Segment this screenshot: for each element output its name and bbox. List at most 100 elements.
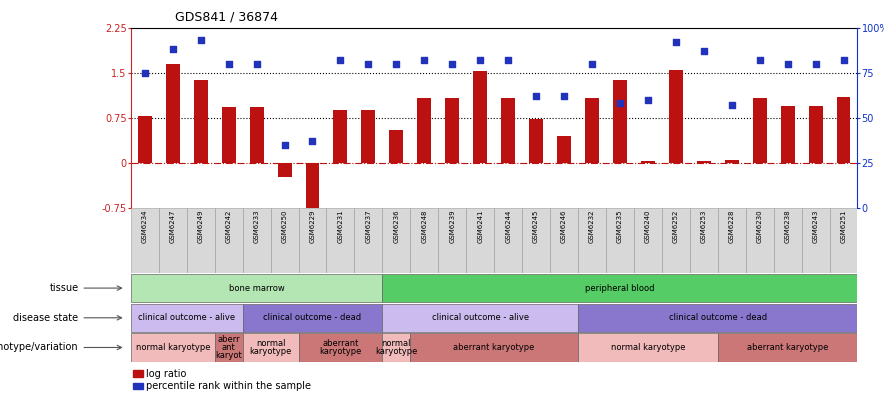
Text: clinical outcome - alive: clinical outcome - alive bbox=[138, 313, 235, 322]
Point bbox=[473, 57, 487, 63]
Text: clinical outcome - dead: clinical outcome - dead bbox=[263, 313, 362, 322]
Text: GSM6229: GSM6229 bbox=[309, 210, 316, 244]
Text: bone marrow: bone marrow bbox=[229, 284, 285, 293]
Bar bbox=[836, 97, 850, 163]
Bar bbox=[299, 208, 326, 273]
Point bbox=[781, 61, 795, 67]
Bar bbox=[131, 304, 242, 332]
Text: aberrant karyotype: aberrant karyotype bbox=[453, 343, 535, 352]
Point bbox=[417, 57, 431, 63]
Text: GSM6252: GSM6252 bbox=[673, 210, 679, 243]
Bar bbox=[530, 119, 543, 163]
Point bbox=[278, 142, 292, 148]
Text: GSM6253: GSM6253 bbox=[701, 210, 707, 244]
Text: GSM6243: GSM6243 bbox=[812, 210, 819, 244]
Bar bbox=[410, 208, 438, 273]
Text: GSM6249: GSM6249 bbox=[198, 210, 203, 244]
Text: aberr
ant
karyot: aberr ant karyot bbox=[216, 335, 242, 360]
Text: normal karyotype: normal karyotype bbox=[135, 343, 210, 352]
Bar bbox=[578, 304, 857, 332]
Text: GSM6239: GSM6239 bbox=[449, 210, 455, 244]
Bar bbox=[383, 274, 857, 303]
Text: GSM6234: GSM6234 bbox=[141, 210, 148, 244]
Text: aberrant karyotype: aberrant karyotype bbox=[747, 343, 828, 352]
Text: normal
karyotype: normal karyotype bbox=[249, 339, 292, 356]
Point bbox=[501, 57, 515, 63]
Text: tissue: tissue bbox=[50, 283, 122, 293]
Bar bbox=[781, 106, 795, 163]
Bar bbox=[242, 208, 271, 273]
Text: GSM6233: GSM6233 bbox=[254, 210, 260, 244]
Bar bbox=[634, 208, 662, 273]
Bar bbox=[215, 208, 242, 273]
Point bbox=[165, 46, 179, 53]
Bar bbox=[249, 107, 263, 163]
Bar bbox=[466, 208, 494, 273]
Bar bbox=[494, 208, 522, 273]
Bar bbox=[306, 163, 319, 210]
Bar bbox=[752, 98, 766, 163]
Text: GSM6246: GSM6246 bbox=[561, 210, 567, 244]
Bar bbox=[669, 70, 682, 163]
Bar bbox=[131, 274, 383, 303]
Bar bbox=[242, 333, 299, 362]
Bar bbox=[187, 208, 215, 273]
Bar bbox=[362, 110, 376, 163]
Text: log ratio: log ratio bbox=[146, 369, 186, 379]
Bar bbox=[242, 304, 383, 332]
Bar bbox=[326, 208, 354, 273]
Bar bbox=[501, 98, 515, 163]
Point bbox=[389, 61, 403, 67]
Text: GSM6251: GSM6251 bbox=[841, 210, 847, 244]
Text: percentile rank within the sample: percentile rank within the sample bbox=[146, 381, 310, 391]
Point bbox=[725, 102, 739, 109]
Bar bbox=[774, 208, 802, 273]
Point bbox=[249, 61, 263, 67]
Text: GSM6250: GSM6250 bbox=[281, 210, 287, 244]
Text: clinical outcome - alive: clinical outcome - alive bbox=[431, 313, 529, 322]
Bar bbox=[718, 208, 746, 273]
Bar bbox=[662, 208, 690, 273]
Bar bbox=[690, 208, 718, 273]
Bar bbox=[585, 98, 599, 163]
Bar bbox=[133, 370, 142, 377]
Text: clinical outcome - dead: clinical outcome - dead bbox=[668, 313, 766, 322]
Text: genotype/variation: genotype/variation bbox=[0, 343, 122, 352]
Bar bbox=[194, 80, 208, 163]
Bar bbox=[133, 383, 142, 390]
Text: GSM6231: GSM6231 bbox=[338, 210, 344, 244]
Text: GSM6245: GSM6245 bbox=[533, 210, 539, 243]
Text: normal karyotype: normal karyotype bbox=[611, 343, 685, 352]
Bar bbox=[278, 163, 292, 177]
Bar bbox=[718, 333, 857, 362]
Bar bbox=[383, 333, 410, 362]
Bar bbox=[333, 110, 347, 163]
Text: GSM6242: GSM6242 bbox=[225, 210, 232, 243]
Bar bbox=[438, 208, 466, 273]
Point bbox=[809, 61, 823, 67]
Bar bbox=[299, 333, 383, 362]
Text: GSM6232: GSM6232 bbox=[589, 210, 595, 244]
Bar bbox=[802, 208, 829, 273]
Text: GSM6235: GSM6235 bbox=[617, 210, 623, 244]
Bar bbox=[159, 208, 187, 273]
Point bbox=[669, 39, 683, 45]
Text: GSM6248: GSM6248 bbox=[422, 210, 427, 244]
Text: GSM6236: GSM6236 bbox=[393, 210, 400, 244]
Text: GSM6230: GSM6230 bbox=[757, 210, 763, 244]
Bar bbox=[725, 160, 739, 163]
Text: GSM6247: GSM6247 bbox=[170, 210, 176, 244]
Text: GSM6240: GSM6240 bbox=[644, 210, 651, 244]
Bar bbox=[131, 208, 159, 273]
Point bbox=[362, 61, 376, 67]
Bar bbox=[473, 71, 487, 163]
Bar bbox=[550, 208, 578, 273]
Point bbox=[641, 97, 655, 103]
Bar bbox=[383, 304, 578, 332]
Bar bbox=[389, 130, 403, 163]
Text: disease state: disease state bbox=[13, 313, 122, 323]
Bar bbox=[354, 208, 383, 273]
Text: GDS841 / 36874: GDS841 / 36874 bbox=[175, 11, 278, 24]
Bar bbox=[222, 107, 236, 163]
Bar bbox=[215, 333, 242, 362]
